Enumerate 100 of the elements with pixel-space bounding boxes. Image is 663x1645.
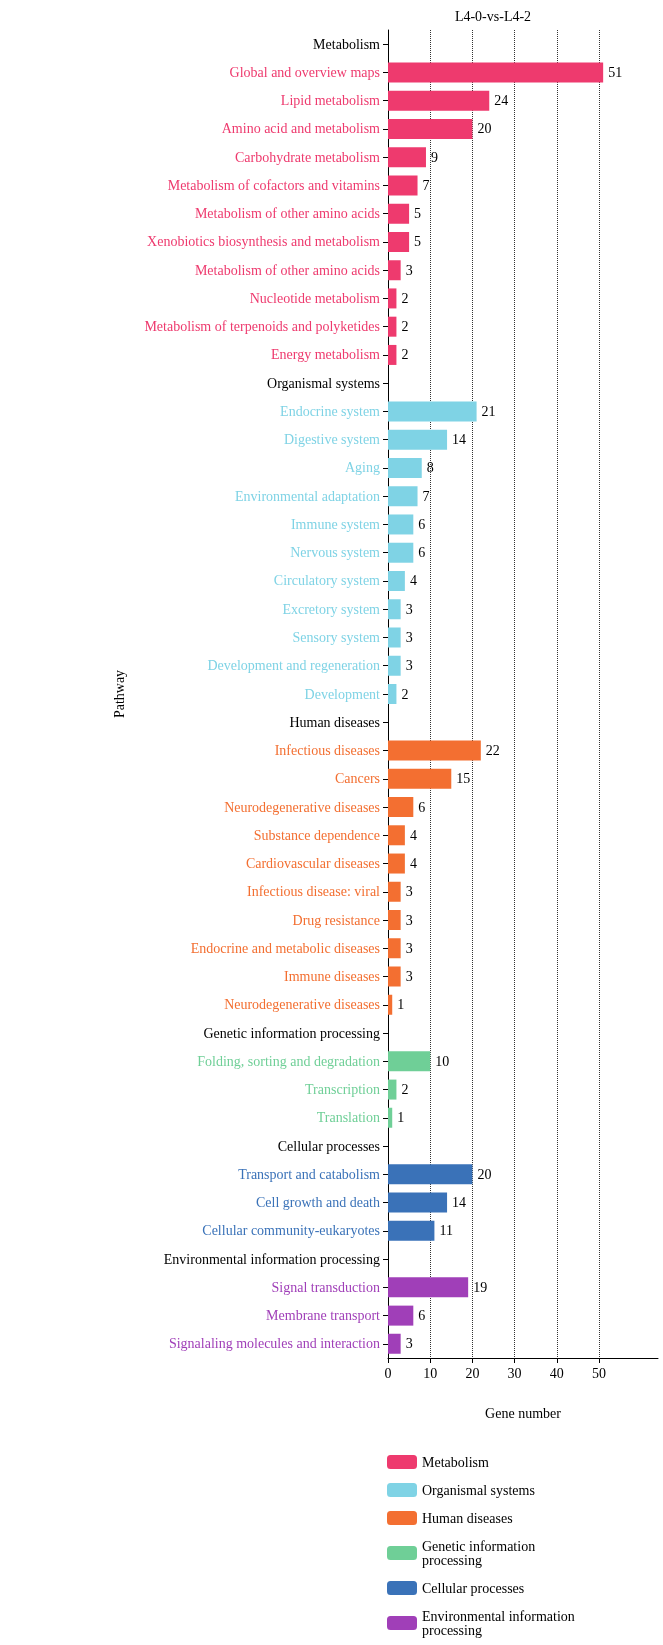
bar (388, 401, 477, 422)
bar (388, 994, 393, 1015)
y-tick-label: Immune system (290, 516, 381, 532)
y-tick-label: Global and overview maps (229, 64, 380, 80)
bar (388, 684, 397, 704)
y-tick-label: Translation (316, 1110, 380, 1126)
data-label: 6 (418, 545, 426, 561)
data-label: 4 (409, 856, 417, 872)
data-label: 3 (405, 969, 413, 985)
data-label: 4 (409, 827, 417, 843)
legend-label: Organismal systems (422, 1482, 535, 1498)
y-tick-label: Substance dependence (253, 827, 380, 843)
x-tick-label: 40 (549, 1365, 564, 1381)
data-label: 5 (414, 234, 422, 250)
x-tick-label: 30 (507, 1365, 522, 1381)
bar (388, 118, 473, 139)
y-tick-label: Digestive system (283, 432, 381, 448)
bar (388, 62, 604, 83)
data-label: 6 (418, 516, 426, 532)
data-label: 15 (456, 771, 471, 787)
y-tick-label: Aging (345, 460, 380, 476)
x-tick-label: 10 (423, 1365, 438, 1381)
data-label: 11 (439, 1223, 453, 1239)
y-tick-label: Carbohydrate metabolism (234, 149, 381, 165)
x-tick-label: 50 (591, 1365, 606, 1381)
bar (388, 90, 490, 111)
y-tick-label: Metabolism of cofactors and vitamins (167, 177, 380, 193)
bar (388, 457, 422, 478)
bar (388, 655, 401, 676)
data-label: 20 (477, 121, 492, 137)
bar (388, 966, 401, 987)
data-label: 6 (418, 799, 426, 815)
bar (388, 1051, 431, 1072)
bar (388, 570, 405, 591)
bar (388, 938, 401, 959)
legend-label: Cellular processes (422, 1580, 525, 1596)
data-label: 3 (405, 629, 413, 645)
x-tick-label: 20 (465, 1365, 480, 1381)
y-tick-label: Metabolism (313, 36, 381, 52)
data-label: 2 (401, 290, 409, 306)
bar (388, 1192, 448, 1213)
y-tick-label: Signal transduction (271, 1279, 380, 1295)
y-tick-label: Cell growth and death (255, 1195, 380, 1211)
y-tick-label: Infectious diseases (274, 743, 380, 759)
bar (388, 1107, 393, 1128)
bar (388, 740, 481, 761)
y-tick-label: Endocrine system (280, 403, 381, 419)
data-label: 7 (422, 177, 430, 193)
y-tick-label: Xenobiotics biosynthesis and metabolism (147, 234, 381, 250)
data-label: 3 (405, 658, 413, 674)
y-tick-label: Lipid metabolism (280, 93, 381, 109)
data-label: 3 (405, 262, 413, 278)
data-label: 9 (430, 149, 438, 165)
bar (388, 514, 414, 535)
y-tick-label: Energy metabolism (271, 347, 381, 363)
data-label: 3 (405, 1336, 413, 1352)
data-label: 14 (452, 1195, 467, 1211)
legend-label: Human diseases (422, 1510, 513, 1526)
y-tick-label: Neurodegenerative diseases (224, 997, 380, 1013)
data-label: 8 (426, 460, 434, 476)
bar (388, 231, 410, 252)
data-label: 14 (452, 432, 467, 448)
chart-title: L4-0-vs-L4-2 (454, 8, 532, 24)
data-label: 24 (494, 93, 509, 109)
bar (388, 1277, 469, 1298)
bar (388, 1220, 435, 1241)
data-label: 1 (397, 997, 405, 1013)
data-label: 10 (435, 1053, 450, 1069)
data-label: 2 (401, 319, 409, 335)
data-label: 1 (397, 1110, 405, 1126)
y-tick-label: Membrane transport (266, 1308, 381, 1324)
y-tick-label: Folding, sorting and degradation (197, 1053, 380, 1069)
bar (388, 1333, 401, 1354)
y-tick-label: Metabolism of terpenoids and polyketides (144, 319, 380, 335)
x-tick-label: 0 (384, 1365, 392, 1381)
y-tick-label: Sensory system (292, 629, 381, 645)
y-tick-label: Metabolism of other amino acids (194, 206, 380, 222)
bar (388, 486, 418, 507)
bar (388, 260, 401, 281)
data-label: 19 (473, 1279, 488, 1295)
y-tick-label: Human diseases (289, 714, 380, 730)
y-tick-label: Genetic information processing (203, 1025, 380, 1041)
y-tick-label: Environmental adaptation (234, 488, 380, 504)
y-tick-label: Endocrine and metabolic diseases (190, 940, 380, 956)
y-tick-label: Cardiovascular diseases (245, 856, 380, 872)
bar (388, 542, 414, 563)
bar (388, 627, 401, 648)
bar (388, 175, 418, 196)
bar (388, 1305, 414, 1326)
bar (388, 203, 410, 224)
y-tick-label: Neurodegenerative diseases (224, 799, 380, 815)
y-tick-label: Nervous system (290, 545, 381, 561)
bar (388, 768, 452, 789)
data-label: 3 (405, 884, 413, 900)
x-axis-title: Gene number (485, 1405, 562, 1421)
bar (388, 910, 401, 931)
bar (388, 599, 401, 620)
data-label: 3 (405, 912, 413, 928)
data-label: 5 (414, 206, 422, 222)
bar (388, 316, 397, 337)
